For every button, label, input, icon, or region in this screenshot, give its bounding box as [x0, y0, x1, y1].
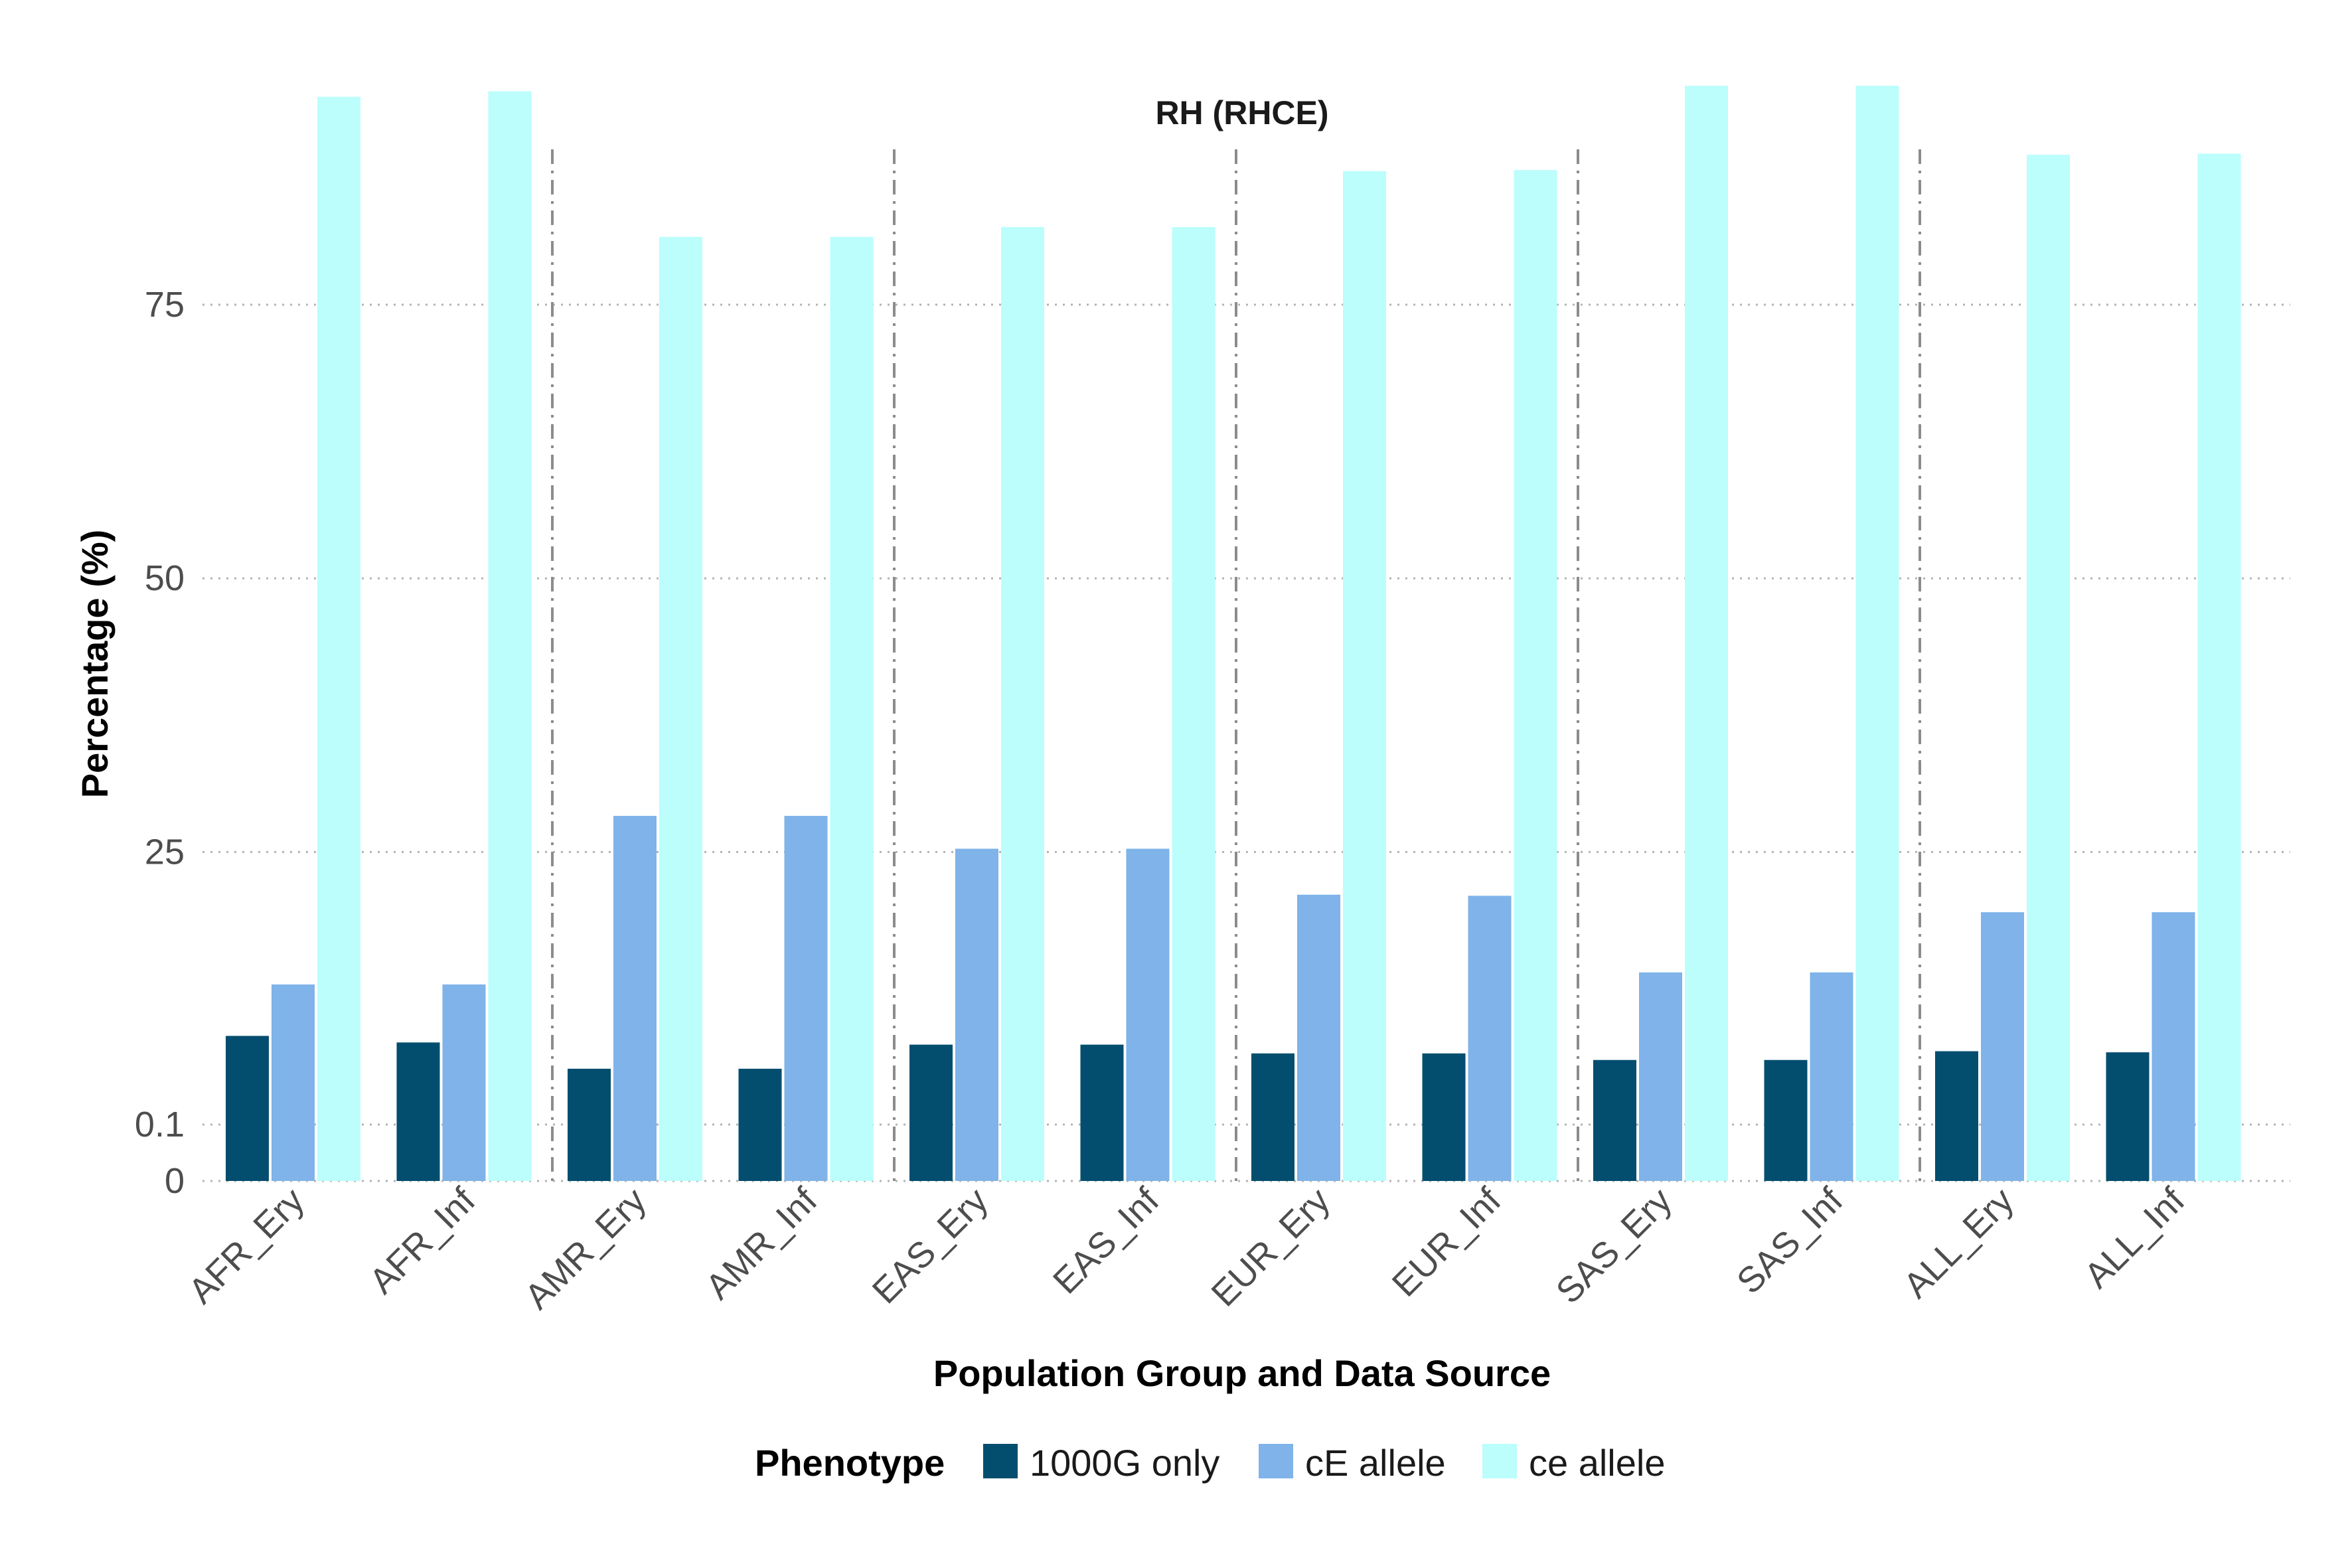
- bar-1000g-only-eur-inf: [1422, 1053, 1466, 1181]
- bar-ce-allele-eur-ery: [1343, 171, 1386, 1182]
- y-tick-label: 50: [145, 558, 185, 598]
- x-tick-label: EAS_Ery: [865, 1180, 996, 1311]
- bar-ce-allele-eas-inf: [1126, 848, 1170, 1181]
- bar-ce-allele-eas-inf: [1172, 226, 1215, 1182]
- y-tick-label: 0: [165, 1161, 185, 1201]
- bar-1000g-only-all-ery: [1935, 1051, 1978, 1181]
- y-tick-label: 75: [145, 285, 185, 325]
- bar-ce-allele-all-ery: [1981, 912, 2024, 1181]
- bar-ce-allele-amr-ery: [613, 816, 657, 1181]
- bar-ce-allele-sas-inf: [1810, 972, 1853, 1181]
- bar-ce-allele-all-ery: [2027, 155, 2070, 1181]
- y-tick-label: 25: [145, 832, 185, 872]
- x-axis-ticks: AFR_Ery AFR_Inf AMR_Ery AMR_Inf EAS_Ery EAS_I…: [181, 1180, 2193, 1316]
- bar-ce-allele-afr-inf: [488, 91, 532, 1181]
- bar-ce-allele-amr-inf: [784, 816, 828, 1181]
- bar-ce-allele-afr-ery: [317, 96, 360, 1182]
- x-tick-label: ALL_Inf: [2077, 1180, 2193, 1296]
- bar-1000g-only-afr-ery: [226, 1036, 269, 1181]
- bar-1000g-only-eas-inf: [1080, 1044, 1124, 1181]
- x-tick-label: EUR_Ery: [1204, 1180, 1338, 1314]
- bar-1000g-only-amr-inf: [738, 1068, 782, 1181]
- x-tick-label: AFR_Ery: [181, 1180, 312, 1311]
- bar-ce-allele-amr-ery: [659, 236, 702, 1181]
- legend-label: cE allele: [1305, 1442, 1446, 1484]
- x-tick-label: SAS_Ery: [1549, 1180, 1680, 1311]
- bar-1000g-only-eur-ery: [1251, 1053, 1294, 1181]
- y-axis-title: Percentage (%): [74, 530, 116, 799]
- bar-ce-allele-all-inf: [2197, 153, 2241, 1182]
- bar-ce-allele-all-inf: [2152, 912, 2195, 1181]
- y-axis-ticks: 0 0.1 25 50 75: [135, 285, 185, 1201]
- bar-ce-allele-sas-ery: [1639, 972, 1682, 1181]
- x-tick-label: ALL_Ery: [1896, 1180, 2021, 1306]
- legend-label: ce allele: [1529, 1442, 1665, 1484]
- bar-ce-allele-sas-inf: [1855, 86, 1899, 1182]
- group-separators: [551, 149, 1921, 1181]
- bar-ce-allele-eas-ery: [955, 848, 998, 1181]
- legend-key-1000g-only: [983, 1444, 1018, 1478]
- y-tick-label: 0.1: [135, 1105, 185, 1144]
- bar-1000g-only-sas-inf: [1764, 1059, 1808, 1181]
- legend-key-ce-allele: [1259, 1444, 1293, 1478]
- bar-1000g-only-all-inf: [2106, 1052, 2150, 1181]
- x-tick-label: EAS_Inf: [1046, 1180, 1167, 1301]
- bar-ce-allele-amr-inf: [830, 236, 874, 1181]
- bar-ce-allele-eur-inf: [1468, 896, 1512, 1181]
- bar-1000g-only-amr-ery: [568, 1068, 611, 1181]
- bar-ce-allele-sas-ery: [1685, 86, 1728, 1182]
- bars: [226, 86, 2241, 1182]
- x-tick-label: AFR_Inf: [362, 1180, 483, 1301]
- bar-ce-allele-eur-inf: [1514, 170, 1557, 1181]
- bar-1000g-only-sas-ery: [1593, 1059, 1636, 1181]
- x-tick-label: SAS_Inf: [1729, 1180, 1851, 1301]
- bar-ce-allele-eas-ery: [1001, 226, 1044, 1182]
- x-tick-label: AMR_Ery: [517, 1180, 654, 1317]
- bar-1000g-only-afr-inf: [396, 1042, 440, 1181]
- bar-ce-allele-eur-ery: [1297, 894, 1340, 1181]
- legend-title: Phenotype: [755, 1442, 945, 1484]
- bar-1000g-only-eas-ery: [909, 1044, 953, 1181]
- legend-label: 1000G only: [1030, 1442, 1219, 1484]
- legend: Phenotype 1000G only cE allele ce allele: [755, 1442, 1665, 1484]
- legend-key-ce-allele: [1482, 1444, 1517, 1478]
- x-tick-label: AMR_Inf: [698, 1180, 826, 1307]
- x-tick-label: EUR_Inf: [1385, 1180, 1509, 1304]
- chart-title: RH (RHCE): [1155, 94, 1328, 131]
- bar-ce-allele-afr-ery: [272, 984, 315, 1181]
- bar-ce-allele-afr-inf: [442, 984, 486, 1181]
- grid-lines: [202, 303, 2290, 1182]
- x-axis-title: Population Group and Data Source: [933, 1352, 1551, 1394]
